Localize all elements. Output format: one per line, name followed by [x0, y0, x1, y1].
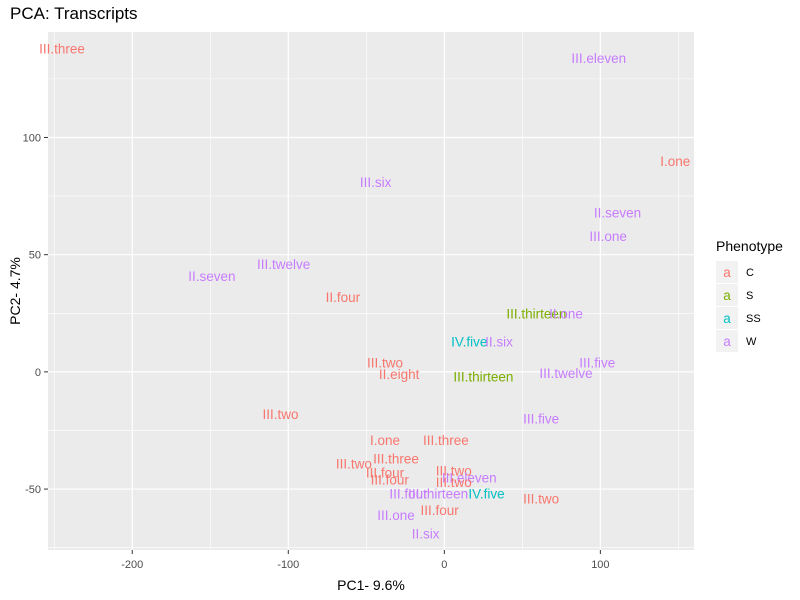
y-tick-label: 0 [35, 367, 41, 379]
legend-entry-label: W [746, 336, 757, 348]
legend-key-glyph: a [723, 334, 731, 349]
legend-entry-label: SS [746, 313, 761, 325]
point-label: I.one [370, 433, 400, 448]
x-axis-title: PC1- 9.6% [337, 577, 405, 593]
point-label: III.two [436, 475, 472, 490]
axes: -200 -100 0 100 -50 0 50 100 [23, 132, 610, 571]
legend-key-box [716, 330, 738, 352]
legend: Phenotype a Ca Sa SS a W [716, 238, 783, 352]
point-label: III.thirteen [506, 306, 566, 321]
point-label: IV.five [451, 334, 487, 349]
x-tick-label: 0 [441, 559, 447, 571]
point-label: III.three [373, 452, 419, 467]
major-gridlines [48, 32, 694, 550]
y-axis-title: PC2- 4.7% [7, 257, 23, 325]
point-label: I.one [660, 154, 690, 169]
legend-key-box [716, 307, 738, 329]
point-label: III.one [589, 229, 627, 244]
point-label: III.thirteen [453, 370, 513, 385]
point-label: III.twelve [539, 366, 592, 381]
point-label: II.six [485, 334, 513, 349]
point-label: III.five [523, 412, 559, 427]
point-label: IV.five [468, 487, 504, 502]
point-labels: III.three III.eleven I.one III.six II.seven I… [39, 41, 690, 541]
point-label: II.seven [594, 205, 641, 220]
legend-key-glyph: a [723, 265, 731, 280]
point-label: III.two [336, 456, 372, 471]
y-tick-label: 50 [29, 250, 41, 262]
minor-gridlines [48, 32, 694, 550]
point-label: III.three [39, 41, 85, 56]
plot-panel [48, 32, 694, 550]
legend-key-box [716, 284, 738, 306]
legend-entry-label: S [746, 290, 753, 302]
point-label: II.seven [188, 269, 235, 284]
legend-key-glyph: a [723, 288, 731, 303]
y-tick-label: -50 [25, 484, 41, 496]
point-label: II.one [549, 306, 583, 321]
point-label: III.five [579, 355, 615, 370]
legend-key-glyph: a [723, 311, 731, 326]
point-label: III.twelve [257, 257, 310, 272]
point-label: III.four [366, 466, 405, 481]
point-label: III.six [360, 175, 392, 190]
legend-title: Phenotype [716, 238, 783, 254]
x-tick-label: 100 [591, 559, 609, 571]
point-label: III.eleven [571, 51, 626, 66]
point-label: III.four [421, 503, 460, 518]
point-label: III.eleven [442, 470, 497, 485]
chart-title: PCA: Transcripts [10, 4, 138, 23]
point-label: III.two [262, 407, 298, 422]
point-label: III.three [423, 433, 469, 448]
point-label: III.two [436, 463, 472, 478]
point-label: II.eight [379, 367, 420, 382]
point-label: III.four [389, 487, 428, 502]
point-label: II.four [326, 290, 361, 305]
point-label: III.two [367, 355, 403, 370]
point-label: II.six [412, 527, 440, 542]
point-label: III.four [371, 473, 410, 488]
legend-entry-label: C [746, 267, 754, 279]
y-tick-label: 100 [23, 132, 41, 144]
point-label: III.one [377, 508, 415, 523]
x-tick-label: -100 [277, 559, 299, 571]
point-label: III.thirteen [408, 487, 468, 502]
point-label: III.two [523, 491, 559, 506]
legend-key-box [716, 261, 738, 283]
x-tick-label: -200 [121, 559, 143, 571]
